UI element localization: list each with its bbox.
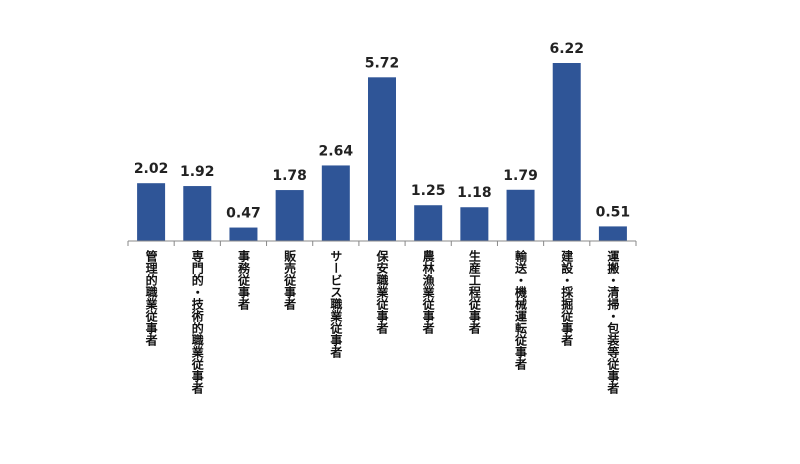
value-label: 2.64 bbox=[319, 143, 354, 159]
bar bbox=[552, 63, 581, 241]
value-label: 1.78 bbox=[272, 168, 307, 184]
x-tick-label: 運搬・清掃・包装等従事者 bbox=[606, 250, 620, 395]
x-tick-label: 農林漁業従事者 bbox=[421, 249, 435, 335]
value-label: 1.92 bbox=[180, 164, 215, 180]
x-tick-label: 管理的職業従事者 bbox=[144, 249, 158, 347]
x-tick-label: 生産工程従事者 bbox=[467, 249, 481, 335]
value-label: 1.25 bbox=[411, 183, 446, 199]
bar bbox=[275, 190, 304, 241]
bar bbox=[460, 207, 489, 241]
bar bbox=[229, 227, 258, 241]
value-label: 6.22 bbox=[549, 41, 584, 57]
x-tick-label: 販売従事者 bbox=[283, 249, 297, 311]
x-tick-label: 事務従事者 bbox=[236, 249, 250, 311]
value-label: 1.79 bbox=[503, 168, 538, 184]
x-tick-label: 専門的・技術的職業従事者 bbox=[190, 249, 204, 395]
bar bbox=[137, 183, 166, 241]
value-label: 0.51 bbox=[596, 204, 631, 220]
x-tick-label: 輸送・機械運転従事者 bbox=[514, 249, 528, 371]
x-tick-label: 保安職業従事者 bbox=[375, 249, 389, 335]
bar bbox=[506, 189, 535, 241]
bar bbox=[368, 77, 396, 241]
bar bbox=[321, 165, 350, 241]
bar bbox=[183, 186, 212, 241]
value-label: 2.02 bbox=[134, 161, 169, 177]
value-label: 1.18 bbox=[457, 185, 492, 201]
x-tick-label: 建設・採掘従事者 bbox=[560, 249, 574, 347]
bar bbox=[414, 205, 443, 241]
value-label: 5.72 bbox=[365, 55, 400, 71]
value-label: 0.47 bbox=[226, 206, 261, 222]
x-tick-label: サービス職業従事者 bbox=[329, 250, 343, 359]
bar bbox=[598, 226, 627, 241]
